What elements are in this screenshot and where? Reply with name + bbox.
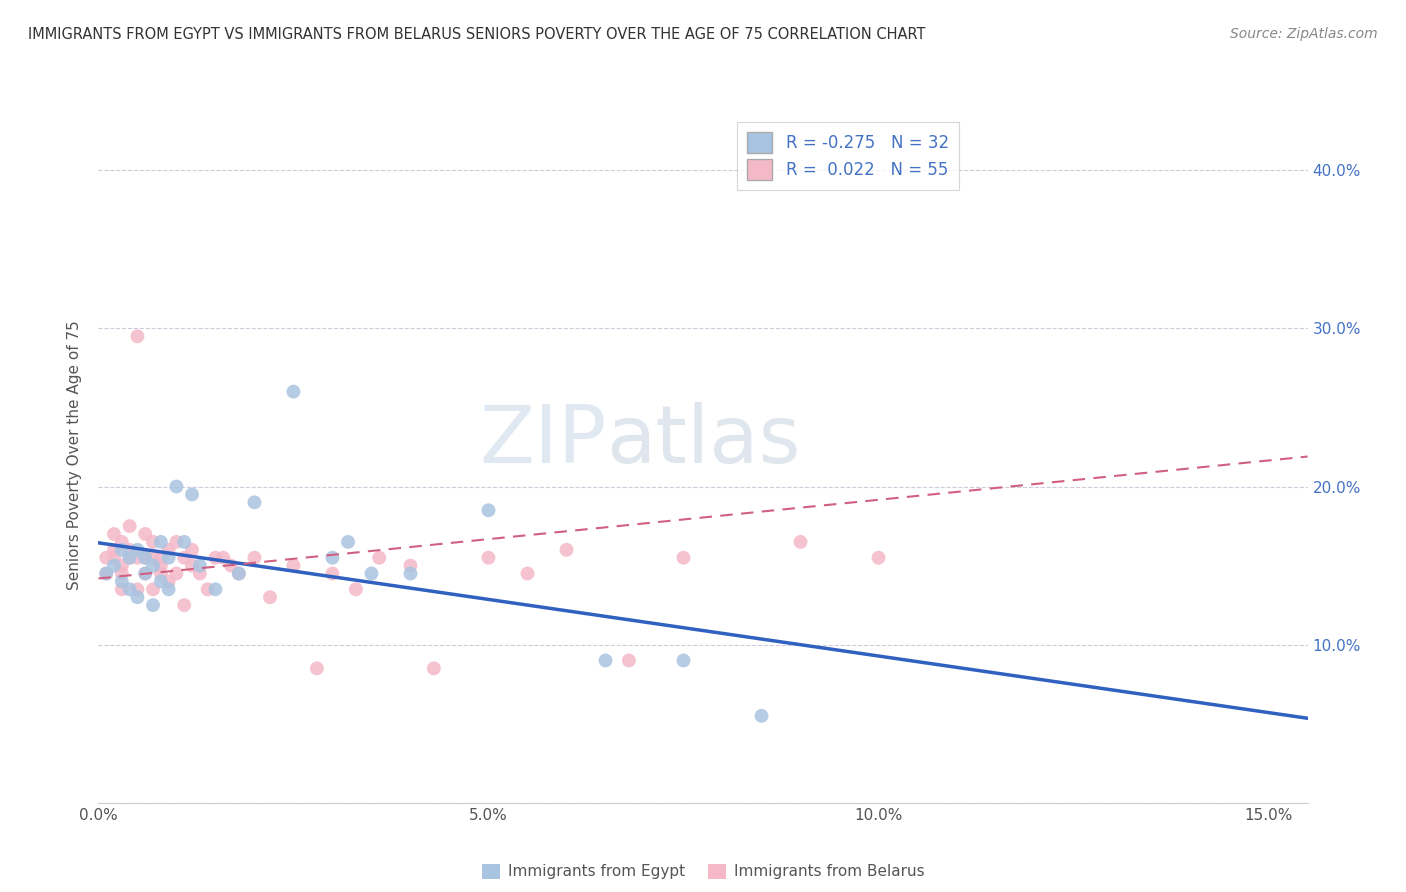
Point — [157, 582, 180, 597]
Point — [243, 495, 266, 509]
Point — [165, 534, 187, 549]
Point — [259, 591, 281, 605]
Point — [188, 558, 211, 573]
Point — [197, 582, 219, 597]
Point — [188, 566, 211, 581]
Point — [111, 534, 134, 549]
Point — [142, 558, 165, 573]
Point — [868, 550, 890, 565]
Point — [142, 534, 165, 549]
Point — [344, 582, 367, 597]
Point — [672, 653, 695, 667]
Point — [181, 487, 204, 501]
Point — [103, 542, 125, 557]
Point — [789, 534, 811, 549]
Point — [516, 566, 538, 581]
Point — [477, 503, 499, 517]
Point — [127, 591, 149, 605]
Point — [134, 550, 156, 565]
Text: Source: ZipAtlas.com: Source: ZipAtlas.com — [1230, 27, 1378, 41]
Point — [142, 598, 165, 612]
Point — [672, 550, 695, 565]
Point — [118, 582, 141, 597]
Point — [96, 566, 118, 581]
Text: ZIP: ZIP — [479, 402, 606, 480]
Point — [103, 550, 125, 565]
Point — [157, 550, 180, 565]
Point — [204, 550, 226, 565]
Point — [134, 566, 156, 581]
Point — [118, 550, 141, 565]
Point — [111, 582, 134, 597]
Point — [111, 558, 134, 573]
Point — [134, 550, 156, 565]
Point — [360, 566, 382, 581]
Point — [181, 558, 204, 573]
Point — [142, 582, 165, 597]
Point — [157, 574, 180, 589]
Point — [127, 542, 149, 557]
Point — [96, 566, 118, 581]
Text: atlas: atlas — [606, 402, 800, 480]
Point — [283, 558, 305, 573]
Point — [165, 479, 187, 493]
Point — [142, 550, 165, 565]
Point — [555, 542, 578, 557]
Point — [477, 550, 499, 565]
Point — [149, 558, 172, 573]
Point — [96, 550, 118, 565]
Point — [173, 534, 195, 549]
Point — [127, 550, 149, 565]
Point — [399, 558, 422, 573]
Point — [751, 708, 773, 723]
Point — [283, 384, 305, 399]
Point — [134, 566, 156, 581]
Point — [149, 574, 172, 589]
Point — [149, 566, 172, 581]
Point — [127, 582, 149, 597]
Point — [127, 329, 149, 343]
Point — [118, 542, 141, 557]
Point — [368, 550, 391, 565]
Point — [423, 661, 446, 675]
Point — [134, 527, 156, 541]
Point — [118, 519, 141, 533]
Point — [305, 661, 328, 675]
Point — [321, 566, 343, 581]
Point — [157, 542, 180, 557]
Point — [595, 653, 617, 667]
Point — [243, 550, 266, 565]
Point — [321, 550, 343, 565]
Point — [103, 527, 125, 541]
Point — [181, 542, 204, 557]
Point — [173, 550, 195, 565]
Point — [228, 566, 250, 581]
Point — [165, 566, 187, 581]
Point — [103, 558, 125, 573]
Y-axis label: Seniors Poverty Over the Age of 75: Seniors Poverty Over the Age of 75 — [67, 320, 83, 590]
Point — [212, 550, 235, 565]
Point — [118, 550, 141, 565]
Point — [173, 598, 195, 612]
Legend: Immigrants from Egypt, Immigrants from Belarus: Immigrants from Egypt, Immigrants from B… — [475, 857, 931, 886]
Point — [228, 566, 250, 581]
Point — [399, 566, 422, 581]
Point — [337, 534, 360, 549]
Text: IMMIGRANTS FROM EGYPT VS IMMIGRANTS FROM BELARUS SENIORS POVERTY OVER THE AGE OF: IMMIGRANTS FROM EGYPT VS IMMIGRANTS FROM… — [28, 27, 925, 42]
Point — [111, 566, 134, 581]
Point — [204, 582, 226, 597]
Point — [111, 542, 134, 557]
Point — [219, 558, 242, 573]
Point — [111, 574, 134, 589]
Point — [149, 534, 172, 549]
Point — [149, 550, 172, 565]
Point — [617, 653, 640, 667]
